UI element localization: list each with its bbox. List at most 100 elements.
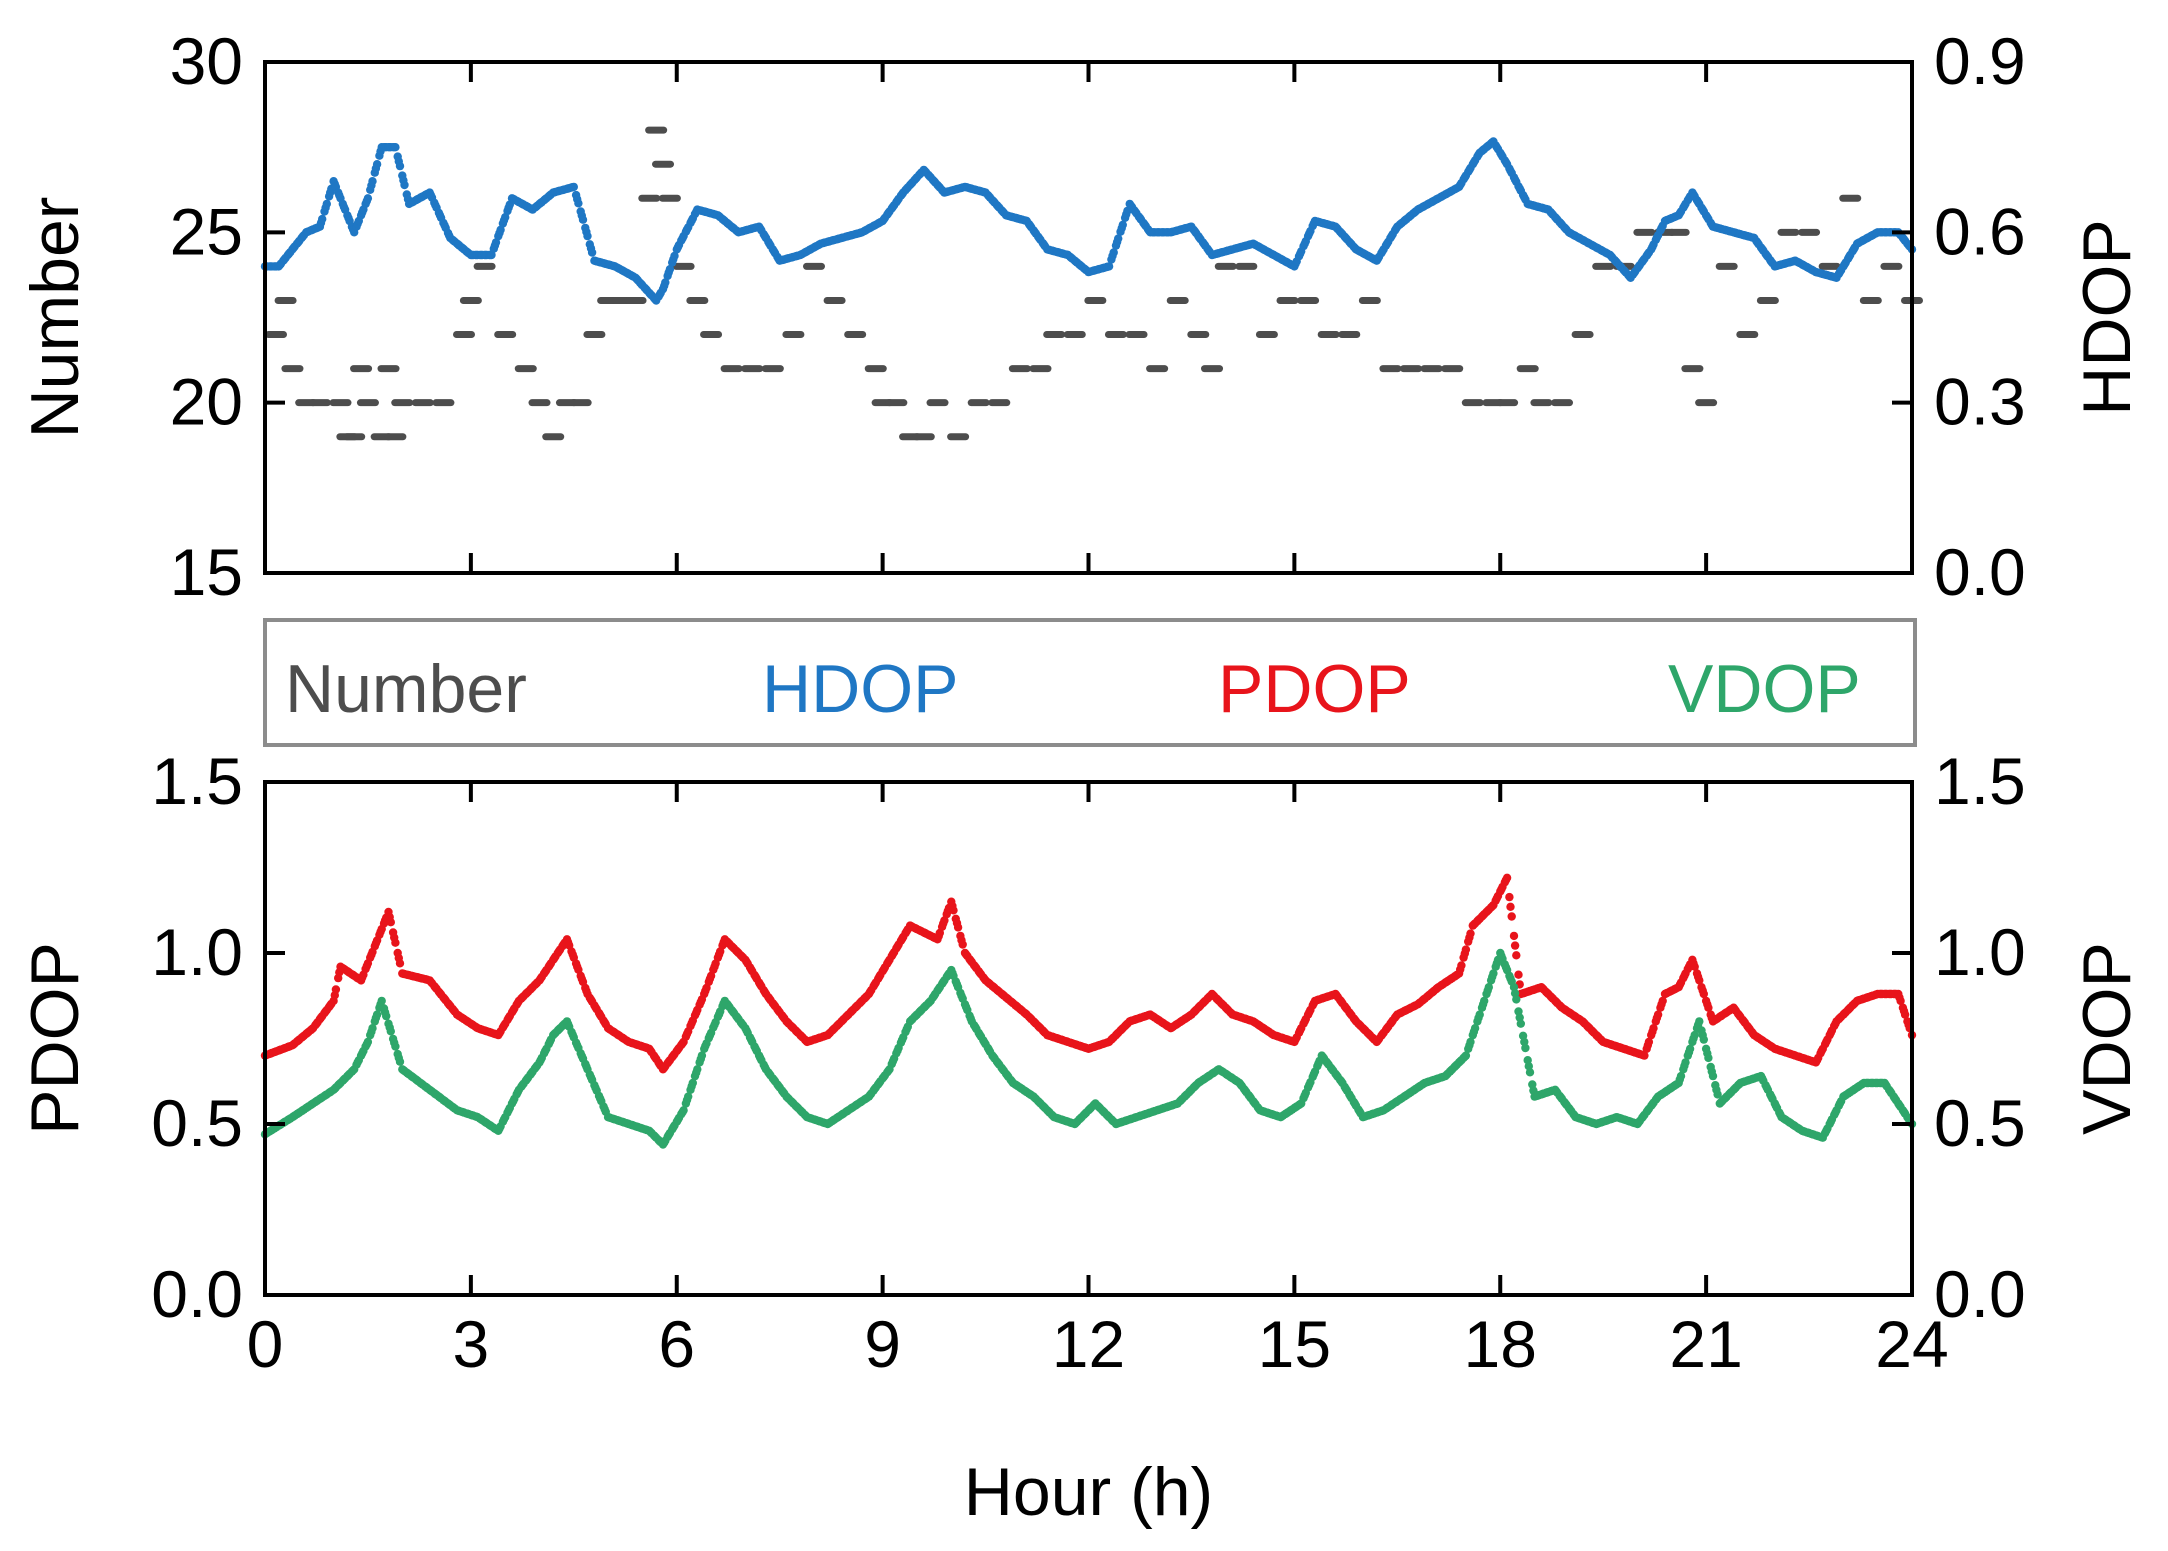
point-number [274, 296, 297, 304]
point-number [1008, 365, 1031, 373]
point-vdop [1521, 1043, 1530, 1053]
point-pdop [1461, 945, 1471, 954]
point-vdop [368, 1023, 377, 1033]
point-number [1818, 262, 1841, 270]
point-pdop [1457, 961, 1466, 970]
point-number [1681, 365, 1704, 373]
point-hdop [1109, 248, 1118, 257]
y-tick-label-right: 0.6 [1934, 194, 2026, 268]
point-number [1338, 331, 1361, 339]
y-tick-label-right: 0.0 [1934, 535, 2026, 609]
point-number [652, 160, 675, 168]
point-number [638, 194, 661, 202]
point-number [473, 262, 496, 270]
legend-label-hdop: HDOP [762, 651, 958, 727]
point-number [1029, 365, 1052, 373]
point-vdop [386, 1027, 395, 1036]
y-tick-label-right: 1.0 [1934, 915, 2026, 989]
point-number [844, 331, 867, 339]
y-tick-label-left: 30 [170, 24, 243, 98]
plot-frame-1 [263, 60, 1914, 575]
point-number [1400, 365, 1423, 373]
point-number [1084, 296, 1107, 304]
x-axis-label: Hour (h) [964, 1454, 1213, 1530]
y-tick-label-right: 1.5 [1934, 744, 2026, 818]
point-vdop [1681, 1058, 1690, 1067]
point-pdop [1466, 929, 1475, 938]
point-number [1255, 331, 1278, 339]
point-number [1736, 331, 1759, 339]
point-vdop [363, 1037, 373, 1047]
point-pdop [1658, 996, 1667, 1006]
series-pdop-points [260, 873, 1917, 1074]
point-number [377, 365, 400, 373]
point-number [1420, 365, 1443, 373]
point-number [391, 399, 414, 407]
point-number [700, 331, 723, 339]
point-pdop [1512, 951, 1521, 960]
data-layer [260, 126, 1923, 1149]
point-hdop [395, 161, 405, 171]
point-hdop [318, 214, 327, 224]
point-vdop [1461, 1051, 1471, 1060]
point-hdop [1114, 234, 1123, 243]
point-number [1496, 399, 1519, 407]
point-hdop [1104, 262, 1114, 271]
point-number [658, 194, 681, 202]
point-number [1201, 365, 1224, 373]
y-tick-label-left: 1.5 [151, 744, 243, 818]
y-axis-label-left: PDOP [17, 942, 93, 1135]
point-number [528, 399, 551, 407]
point-number [265, 331, 287, 339]
point-number [308, 399, 331, 407]
point-vdop [1480, 996, 1489, 1006]
y-tick-label-left: 15 [170, 535, 243, 609]
series-number-points [265, 126, 1923, 441]
point-pdop [949, 906, 958, 915]
point-number [459, 296, 482, 304]
point-pdop [1510, 941, 1520, 950]
axes-layer: 15 20 25 30 0.0 0.3 0.6 0.9 Number HDOP 0 3 6 9 12 15 18… [17, 24, 2145, 1530]
point-vdop [1489, 969, 1498, 978]
point-number [583, 331, 606, 339]
point-number [1715, 262, 1738, 270]
legend: Number HDOP PDOP VDOP [263, 618, 1917, 747]
point-number [356, 399, 379, 407]
point-number [672, 262, 695, 270]
point-hdop [578, 215, 588, 224]
point-vdop [1516, 1019, 1526, 1028]
point-number [912, 433, 935, 441]
point-number [1125, 331, 1148, 339]
point-number [1667, 228, 1690, 236]
point-pdop [1699, 989, 1709, 999]
point-vdop [1484, 983, 1494, 992]
point-pdop [940, 916, 949, 925]
y-tick-label-left: 1.0 [151, 915, 243, 989]
point-number [1880, 262, 1903, 270]
y-axis-label-left: Number [17, 197, 93, 439]
point-number [1063, 331, 1086, 339]
point-number [1551, 399, 1574, 407]
point-hdop [496, 225, 505, 234]
y-axis-label-right: VDOP [2069, 942, 2145, 1135]
point-hdop [670, 251, 679, 261]
point-number [1530, 399, 1553, 407]
point-vdop [1470, 1023, 1480, 1033]
point-number [1516, 365, 1539, 373]
point-vdop [1676, 1071, 1686, 1081]
x-tick-label: 24 [1875, 1307, 1948, 1381]
x-tick-label: 6 [658, 1307, 695, 1381]
point-number [1592, 262, 1615, 270]
point-number [1214, 262, 1237, 270]
point-vdop [377, 996, 386, 1006]
point-number [1317, 331, 1340, 339]
point-number [542, 433, 565, 441]
point-vdop [1695, 1017, 1704, 1026]
point-vdop [1699, 1035, 1709, 1044]
y-tick-label-left: 25 [170, 194, 243, 268]
point-number [1379, 365, 1402, 373]
point-pdop [1644, 1037, 1654, 1047]
point-pdop [1514, 970, 1523, 979]
point-number [1461, 399, 1484, 407]
point-number [1859, 296, 1882, 304]
